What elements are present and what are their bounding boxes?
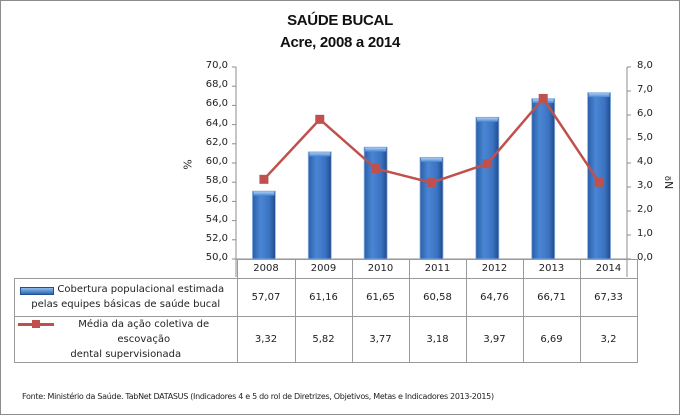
value-cell: 3,77 <box>351 315 410 363</box>
legend-line-series: Média da ação coletiva de escovação dent… <box>14 315 238 363</box>
source-note: Fonte: Ministério da Saúde. TabNet DATAS… <box>22 392 494 401</box>
bar <box>475 116 500 260</box>
value-cell: 6,69 <box>522 315 581 363</box>
value-cell: 3,32 <box>236 315 296 363</box>
bar-legend-icon <box>20 286 54 295</box>
legend-label: pelas equipes básicas de saúde bucal <box>31 299 221 310</box>
line-marker <box>259 174 269 184</box>
left-tick-label: 64,0 <box>205 117 228 129</box>
table-row: Cobertura populacional estimada pelas eq… <box>14 277 638 317</box>
bar <box>363 146 388 260</box>
value-cell: 61,65 <box>351 277 410 317</box>
line-marker <box>594 177 604 187</box>
value-cell: 67,33 <box>579 277 638 317</box>
bar <box>252 190 276 260</box>
year-cell: 2010 <box>351 259 410 279</box>
right-tick-label: 3,0 <box>637 180 653 191</box>
left-tick-label: 66,0 <box>205 98 228 110</box>
value-cell: 66,71 <box>522 277 581 317</box>
right-tick-label: 7,0 <box>637 84 653 95</box>
value-cell: 3,2 <box>579 315 638 363</box>
year-cell: 2008 <box>236 259 296 279</box>
year-cell: 2011 <box>408 259 467 279</box>
value-cell: 64,76 <box>465 277 524 317</box>
chart-subtitle: Acre, 2008 a 2014 <box>279 34 400 51</box>
left-tick-label: 68,0 <box>205 79 228 91</box>
right-tick-label: 5,0 <box>637 132 653 143</box>
year-cell: 2012 <box>465 259 524 279</box>
line-marker <box>427 178 436 188</box>
legend-label: Média da ação coletiva de escovação <box>78 318 210 345</box>
right-tick-label: 6,0 <box>637 108 653 119</box>
table-header-row: 2008 2009 2010 2011 2012 2013 2014 <box>15 259 638 279</box>
legend-bar-series: Cobertura populacional estimada pelas eq… <box>14 277 238 317</box>
left-tick-label: 52,0 <box>205 232 228 244</box>
left-tick-label: 56,0 <box>205 194 228 206</box>
line-marker <box>538 93 548 103</box>
left-tick-label: 70,0 <box>205 60 228 71</box>
value-cell: 5,82 <box>294 315 353 363</box>
left-tick-label: 60,0 <box>205 156 228 167</box>
right-tick-label: 4,0 <box>637 156 653 167</box>
value-cell: 61,16 <box>294 277 353 317</box>
right-tick-label: 2,0 <box>637 204 653 215</box>
bar <box>419 157 444 260</box>
value-cell: 60,58 <box>408 277 467 317</box>
bar <box>307 151 332 260</box>
left-tick-label: 62,0 <box>205 136 228 148</box>
left-tick-label: 54,0 <box>205 213 228 225</box>
right-tick-label: 0,0 <box>637 252 653 263</box>
data-table: 2008 2009 2010 2011 2012 2013 2014 Cober… <box>14 259 638 363</box>
year-cell: 2014 <box>579 259 638 279</box>
year-cell: 2009 <box>294 259 353 279</box>
right-tick-label: 8,0 <box>637 60 653 71</box>
year-cell: 2013 <box>522 259 581 279</box>
line-series <box>259 93 604 188</box>
value-cell: 3,18 <box>408 315 467 363</box>
line-marker <box>371 164 381 174</box>
chart-title: SAÚDE BUCAL <box>287 12 393 29</box>
left-tick-label: 50,0 <box>205 252 228 263</box>
legend-label: Cobertura populacional estimada <box>57 284 225 295</box>
bar <box>531 98 556 260</box>
bar <box>587 92 611 260</box>
left-tick-label: 58,0 <box>205 175 228 187</box>
legend-label: dental supervisionada <box>70 348 182 360</box>
value-cell: 3,97 <box>465 315 524 363</box>
line-marker <box>315 114 325 124</box>
table-row: Média da ação coletiva de escovação dent… <box>14 315 638 363</box>
line-marker <box>482 159 492 169</box>
bar-series <box>252 92 611 260</box>
right-tick-label: 1,0 <box>637 228 653 239</box>
value-cell: 57,07 <box>236 277 296 317</box>
